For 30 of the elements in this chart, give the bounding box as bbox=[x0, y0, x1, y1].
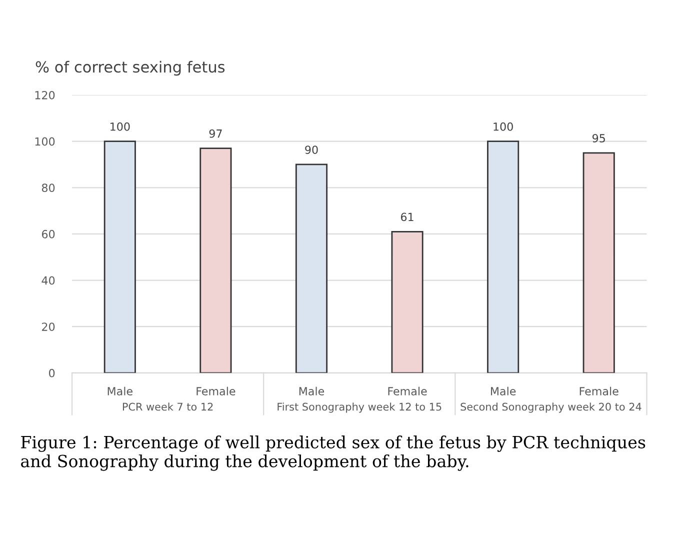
bar bbox=[295, 164, 328, 373]
bar bbox=[487, 140, 520, 373]
y-tick-label: 80 bbox=[42, 184, 55, 192]
chart-title: % of correct sexing fetus bbox=[36, 60, 225, 76]
text: First Sonography week 12 to 15 bbox=[278, 402, 442, 413]
x-tick-label: Male bbox=[108, 386, 132, 396]
data-label: 97 bbox=[209, 129, 222, 138]
y-tick-label: 20 bbox=[42, 322, 55, 331]
x-tick-label: Male bbox=[299, 386, 324, 396]
x-tick-label: Female bbox=[388, 386, 427, 396]
data-label: 90 bbox=[305, 146, 318, 154]
text: Second Sonography week 20 to 24 bbox=[460, 402, 642, 413]
bar bbox=[391, 230, 424, 373]
text: PCR week 7 to 12 bbox=[122, 402, 213, 411]
data-label: 100 bbox=[110, 122, 130, 131]
bar bbox=[200, 148, 232, 373]
data-label: 61 bbox=[400, 212, 414, 222]
y-tick-label: 60 bbox=[42, 230, 55, 238]
bar bbox=[582, 152, 615, 373]
data-label: 100 bbox=[494, 122, 513, 131]
x-tick-label: Female bbox=[196, 386, 236, 396]
y-tick-label: 0 bbox=[49, 368, 55, 378]
caption: Figure 1: Percentage of well predicted sex of the fetus by PCR techniques and Sonography during the development of the baby. bbox=[21, 436, 646, 471]
y-tick-label: 100 bbox=[35, 137, 55, 146]
y-tick-label: 120 bbox=[35, 90, 55, 100]
x-tick-label: Male bbox=[491, 386, 516, 396]
bar bbox=[104, 140, 136, 373]
y-tick-label: 40 bbox=[42, 276, 55, 285]
data-label: 95 bbox=[592, 134, 605, 142]
x-tick-label: Female bbox=[580, 386, 618, 396]
